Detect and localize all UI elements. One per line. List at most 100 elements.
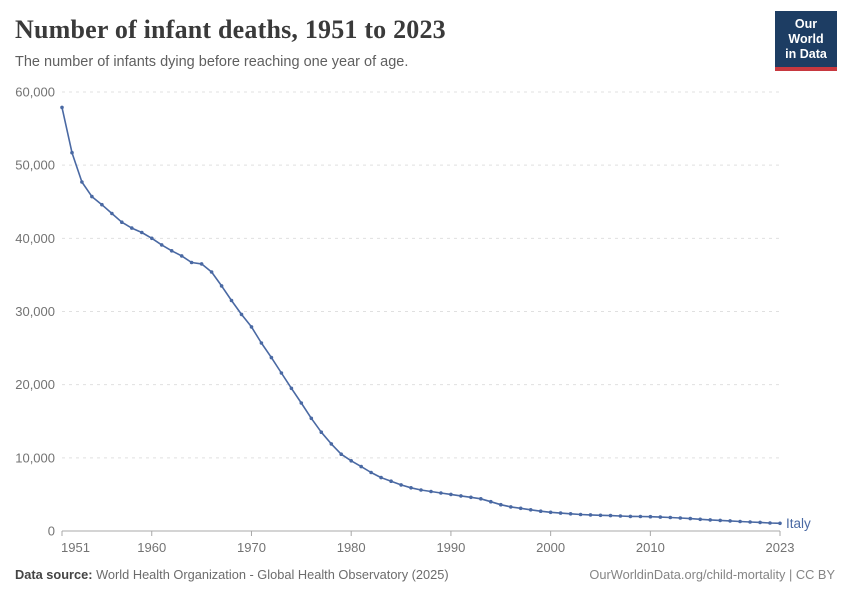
data-point[interactable] [90, 194, 94, 199]
x-axis-tick-label: 1980 [337, 540, 366, 555]
chart-footer: Data source: World Health Organization -… [15, 567, 835, 582]
data-point[interactable] [708, 518, 712, 522]
data-point[interactable] [100, 202, 104, 207]
data-point[interactable] [249, 325, 254, 329]
data-line[interactable] [61, 107, 781, 525]
data-point[interactable] [678, 516, 683, 520]
data-point[interactable] [389, 479, 393, 484]
data-point[interactable] [159, 243, 164, 247]
data-point[interactable] [558, 511, 563, 515]
data-point[interactable] [778, 521, 782, 526]
data-point[interactable] [548, 510, 553, 515]
data-point[interactable] [209, 270, 214, 274]
data-point[interactable] [110, 211, 114, 216]
data-point[interactable] [748, 520, 752, 524]
data-point[interactable] [120, 220, 124, 224]
data-point[interactable] [80, 180, 84, 184]
data-point[interactable] [299, 401, 304, 405]
x-axis-tick-label: 2023 [766, 540, 795, 555]
data-point[interactable] [289, 386, 294, 391]
data-point[interactable] [608, 513, 613, 518]
data-point[interactable] [538, 509, 543, 513]
data-point[interactable] [499, 502, 503, 507]
data-point[interactable] [140, 230, 144, 235]
data-point[interactable] [648, 514, 653, 519]
data-point[interactable] [60, 105, 64, 110]
data-point[interactable] [479, 497, 483, 501]
y-axis-tick-label: 60,000 [15, 85, 55, 100]
owid-logo-line1: Our World [788, 17, 824, 46]
data-point[interactable] [409, 486, 413, 490]
data-point[interactable] [768, 521, 772, 525]
x-axis-tick-label: 1951 [61, 540, 90, 555]
data-point[interactable] [429, 489, 433, 494]
data-point[interactable] [509, 505, 513, 509]
x-axis-tick-label: 1960 [137, 540, 166, 555]
chart-header: Number of infant deaths, 1951 to 2023 Th… [15, 14, 760, 71]
data-point[interactable] [618, 514, 623, 518]
data-point[interactable] [449, 492, 453, 497]
data-point[interactable] [269, 355, 274, 360]
data-point[interactable] [150, 236, 154, 241]
chart-subtitle: The number of infants dying before reach… [15, 54, 409, 70]
data-point[interactable] [728, 519, 732, 523]
data-point[interactable] [578, 512, 583, 517]
data-point[interactable] [588, 513, 593, 517]
x-axis-tick-label: 1970 [237, 540, 266, 555]
data-point[interactable] [70, 150, 74, 155]
data-point[interactable] [169, 249, 174, 253]
data-point[interactable] [259, 341, 264, 345]
data-point[interactable] [489, 499, 493, 504]
y-axis-tick-label: 40,000 [15, 231, 55, 246]
data-point[interactable] [518, 506, 523, 511]
data-point[interactable] [239, 312, 244, 317]
data-point[interactable] [528, 508, 533, 512]
owid-logo[interactable]: Our World in Data [775, 11, 837, 71]
y-axis-tick-label: 30,000 [15, 304, 55, 319]
data-point[interactable] [399, 483, 403, 487]
series-end-label[interactable]: Italy [786, 516, 811, 531]
data-point[interactable] [638, 514, 643, 519]
data-point[interactable] [229, 298, 234, 303]
data-point[interactable] [319, 430, 324, 435]
data-point[interactable] [349, 459, 354, 463]
data-point[interactable] [758, 520, 762, 525]
data-point[interactable] [329, 442, 334, 446]
data-point[interactable] [369, 470, 373, 475]
data-point[interactable] [658, 515, 663, 519]
y-axis-tick-label: 50,000 [15, 158, 55, 173]
data-point[interactable] [459, 494, 463, 498]
data-source: Data source: World Health Organization -… [15, 567, 449, 582]
data-point[interactable] [179, 254, 184, 258]
data-source-text: World Health Organization - Global Healt… [92, 567, 449, 582]
data-point[interactable] [688, 516, 693, 521]
y-axis-tick-label: 0 [48, 524, 55, 539]
data-point[interactable] [568, 512, 573, 516]
data-point[interactable] [698, 517, 702, 522]
data-point[interactable] [738, 519, 742, 524]
data-point[interactable] [469, 495, 473, 500]
credit-link[interactable]: OurWorldinData.org/child-mortality | CC … [589, 567, 835, 582]
data-point[interactable] [419, 488, 423, 492]
data-point[interactable] [199, 262, 204, 266]
x-axis-tick-label: 1990 [436, 540, 465, 555]
y-axis-tick-label: 20,000 [15, 377, 55, 392]
owid-logo-line2: in Data [785, 47, 827, 61]
data-point[interactable] [379, 475, 383, 480]
data-point[interactable] [130, 226, 134, 230]
data-point[interactable] [359, 464, 364, 469]
data-point[interactable] [339, 452, 344, 457]
data-point[interactable] [219, 284, 224, 288]
y-axis-tick-label: 10,000 [15, 450, 55, 465]
line-chart: 0 10,000 20,000 30,000 40,000 50,000 60,000 195… [15, 85, 811, 556]
data-point[interactable] [309, 416, 314, 421]
chart-area[interactable]: 0 10,000 20,000 30,000 40,000 50,000 60,000 195… [0, 82, 850, 560]
data-point[interactable] [718, 518, 722, 523]
data-point[interactable] [189, 260, 194, 265]
data-point[interactable] [598, 513, 603, 518]
x-axis-tick-label: 2000 [536, 540, 565, 555]
data-point[interactable] [628, 514, 633, 519]
data-point[interactable] [279, 371, 284, 375]
data-point[interactable] [668, 515, 673, 520]
data-point[interactable] [439, 491, 443, 495]
